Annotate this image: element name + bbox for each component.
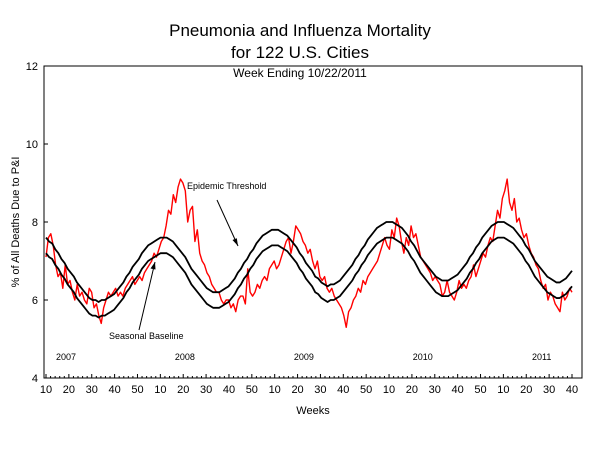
y-tick-label: 8 — [32, 217, 38, 229]
y-axis-label: % of All Deaths Due to P&I — [10, 157, 22, 288]
annotation-epidemic-threshold: Epidemic Threshold — [187, 181, 266, 247]
x-tick-label: 40 — [452, 384, 464, 396]
year-labels: 2007 2008 2009 2010 2011 — [56, 352, 551, 362]
x-tick-label: 10 — [383, 384, 395, 396]
y-tick-label: 12 — [26, 61, 38, 73]
annotation-epidemic-threshold-pointer — [216, 199, 239, 247]
x-tick-label: 20 — [63, 384, 75, 396]
year-label-2007: 2007 — [56, 352, 76, 362]
year-label-2010: 2010 — [413, 352, 433, 362]
chart-subtitle: for 122 U.S. Cities — [231, 43, 369, 62]
x-axis-label: Weeks — [296, 405, 330, 417]
x-tick-label: 50 — [360, 384, 372, 396]
annotation-seasonal-baseline-arrowhead — [150, 262, 156, 270]
x-tick-label: 50 — [131, 384, 143, 396]
annotation-seasonal-baseline-label: Seasonal Baseline — [109, 331, 184, 341]
x-tick-label: 30 — [543, 384, 555, 396]
baseline-series-line — [45, 236, 573, 319]
x-tick-label: 30 — [200, 384, 212, 396]
x-tick-label: 10 — [269, 384, 281, 396]
y-tick-label: 4 — [32, 373, 38, 385]
annotation-seasonal-baseline: Seasonal Baseline — [109, 261, 184, 341]
year-label-2008: 2008 — [175, 352, 195, 362]
y-tick-label: 10 — [26, 139, 38, 151]
x-tick-label: 50 — [246, 384, 258, 396]
x-tick-label: 30 — [314, 384, 326, 396]
x-tick-label: 20 — [291, 384, 303, 396]
annotation-seasonal-baseline-pointer — [138, 261, 156, 331]
x-tick-label: 30 — [86, 384, 98, 396]
year-label-2011: 2011 — [532, 352, 551, 362]
x-tick-label: 30 — [429, 384, 441, 396]
x-tick-label: 10 — [40, 384, 52, 396]
year-label-2009: 2009 — [294, 352, 314, 362]
x-tick-label: 40 — [566, 384, 578, 396]
x-tick-label: 40 — [108, 384, 120, 396]
annotation-epidemic-threshold-label: Epidemic Threshold — [187, 181, 266, 191]
x-tick-label: 20 — [520, 384, 532, 396]
chart-week-ending: Week Ending 10/22/2011 — [233, 66, 367, 80]
series-group — [45, 178, 573, 328]
observed-series-line — [45, 178, 573, 328]
x-tick-label: 50 — [474, 384, 486, 396]
x-tick-label: 10 — [497, 384, 509, 396]
chart-title: Pneumonia and Influenza Mortality — [169, 21, 431, 40]
x-tick-label: 20 — [177, 384, 189, 396]
x-tick-label: 40 — [337, 384, 349, 396]
x-tick-label: 20 — [406, 384, 418, 396]
y-tick-label: 6 — [32, 295, 38, 307]
x-tick-label: 10 — [154, 384, 166, 396]
annotation-epidemic-threshold-arrowhead — [232, 238, 238, 246]
x-axis-ticks: 10 20 30 40 50 10 20 30 40 50 10 20 30 40 50 10 20 30 40 50… — [40, 374, 578, 396]
threshold-series-line — [45, 221, 573, 303]
x-tick-label: 40 — [223, 384, 235, 396]
y-axis-ticks: 4 6 8 10 12 — [26, 61, 48, 385]
